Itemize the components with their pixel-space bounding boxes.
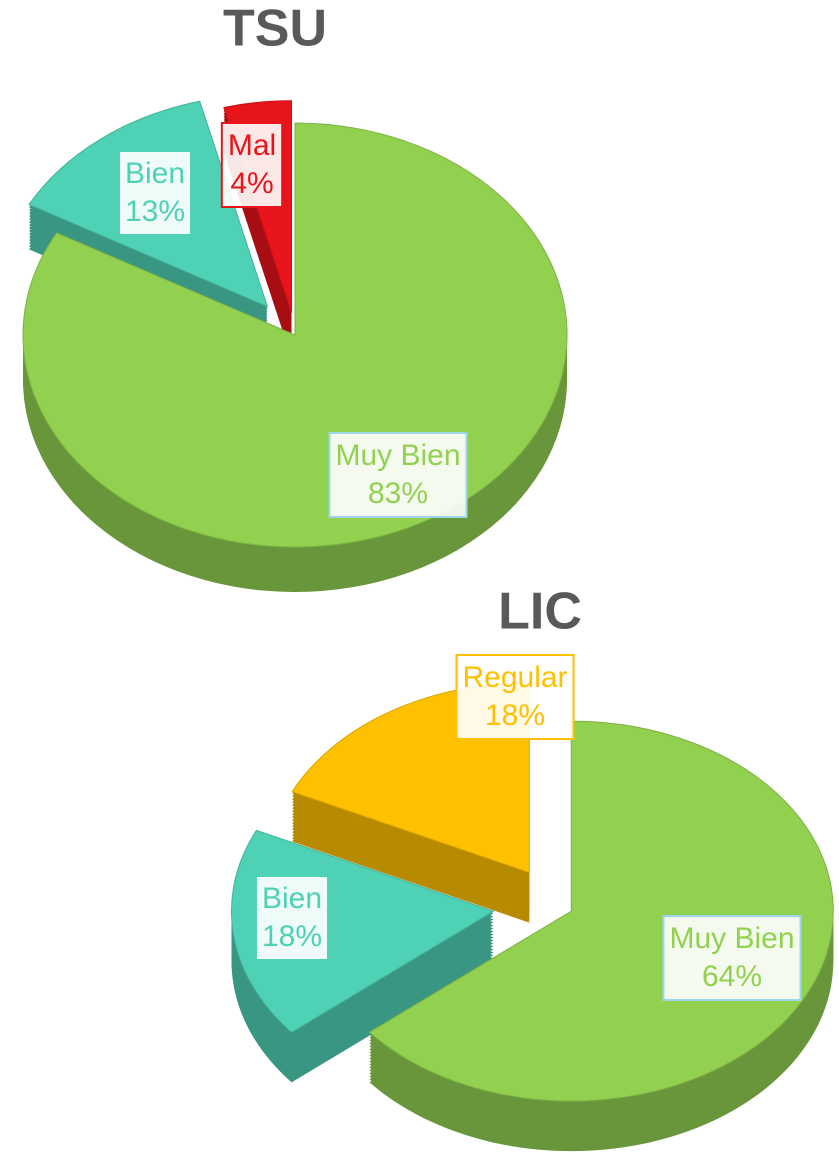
label-value: 18% — [485, 699, 545, 732]
label-value: 4% — [230, 167, 273, 200]
label-category: Regular — [462, 661, 567, 694]
label-value: 13% — [125, 195, 185, 228]
slice — [368, 720, 834, 1102]
label-category: Bien — [125, 157, 185, 190]
chart-title: LIC — [498, 583, 582, 641]
label-box — [328, 432, 468, 518]
label-box — [662, 915, 802, 1001]
label-category: Muy Bien — [335, 439, 460, 472]
label-category: Muy Bien — [669, 922, 794, 955]
label-box — [117, 150, 193, 236]
pie — [231, 682, 834, 1152]
label-box — [254, 875, 330, 961]
label-value: 18% — [262, 920, 322, 953]
label-box — [220, 122, 284, 208]
label-box — [455, 654, 575, 740]
label-value: 64% — [702, 960, 762, 993]
label-value: 83% — [368, 477, 428, 510]
pie — [22, 100, 568, 593]
label-category: Mal — [228, 129, 276, 162]
chart-title: TSU — [223, 0, 327, 58]
label-category: Bien — [262, 882, 322, 915]
